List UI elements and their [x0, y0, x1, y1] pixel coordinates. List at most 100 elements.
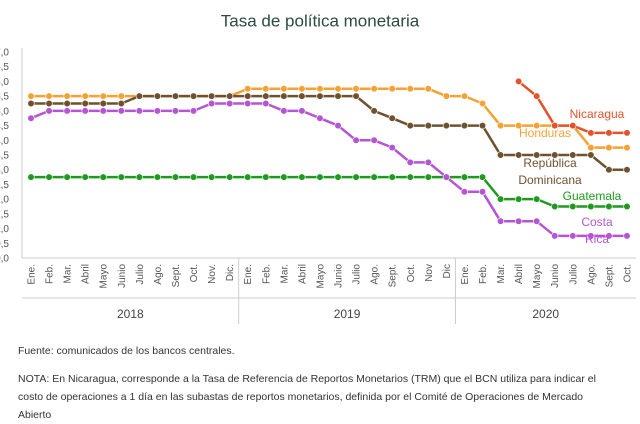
- series-line: [31, 94, 627, 171]
- chart-title: Tasa de política monetaria: [221, 11, 420, 30]
- point: [388, 173, 396, 181]
- series-label: Nicaragua: [570, 107, 625, 121]
- x-tick-label: Ene.: [460, 264, 471, 285]
- point: [226, 92, 234, 100]
- series-label: Honduras: [519, 126, 571, 140]
- point: [45, 99, 53, 108]
- point: [406, 121, 414, 130]
- point: [352, 92, 360, 100]
- note: NOTA: En Nicaragua, corresponde a la Tas…: [18, 373, 596, 421]
- point: [496, 217, 505, 225]
- y-tick-label: 5,5: [0, 92, 9, 103]
- x-tick-label: Julio: [568, 264, 579, 285]
- point: [442, 173, 450, 181]
- point: [99, 92, 107, 100]
- x-tick-label: Sept.: [171, 264, 182, 287]
- point: [587, 129, 595, 137]
- point: [551, 121, 559, 130]
- point: [316, 173, 324, 181]
- source: Fuente: comunicados de los bancos centra…: [18, 345, 235, 357]
- x-tick-label: Dic.: [225, 264, 236, 281]
- point: [244, 92, 252, 100]
- y-tick-label: 2,5: [0, 180, 9, 191]
- x-tick-label: Junio: [117, 264, 128, 288]
- point: [81, 92, 89, 100]
- point: [569, 232, 577, 240]
- y-tick-label: 3,5: [0, 151, 9, 162]
- point: [424, 158, 432, 166]
- x-tick-label: Oct.: [622, 264, 633, 282]
- point: [45, 92, 53, 100]
- point: [551, 202, 559, 211]
- point: [244, 85, 252, 93]
- x-tick-label: Mar.: [63, 264, 74, 283]
- point: [605, 202, 613, 211]
- y-tick-label: 3,0: [0, 165, 9, 176]
- x-tick-label: Ene.: [27, 264, 38, 285]
- point: [208, 92, 216, 100]
- point: [442, 92, 450, 100]
- series-line: [30, 102, 627, 238]
- point: [81, 107, 89, 115]
- point: [424, 121, 432, 130]
- point: [533, 195, 541, 203]
- point: [262, 85, 270, 93]
- point: [533, 92, 541, 100]
- point: [189, 92, 198, 100]
- point: [478, 173, 487, 181]
- x-tick-label: Abril: [514, 264, 525, 284]
- y-tick-label: 1,5: [0, 209, 9, 220]
- point: [370, 85, 378, 93]
- point: [99, 99, 107, 108]
- point: [478, 99, 487, 108]
- point: [515, 217, 523, 225]
- point: [334, 85, 342, 93]
- point: [406, 85, 414, 93]
- x-tick-label: Feb.: [478, 264, 489, 284]
- point: [460, 92, 469, 100]
- point: [316, 85, 324, 93]
- x-tick-label: Julio: [135, 264, 146, 285]
- x-tick-label: Oct.: [189, 264, 200, 282]
- point: [171, 173, 180, 181]
- point: [81, 173, 89, 181]
- point: [99, 173, 107, 181]
- point: [478, 121, 487, 130]
- point: [605, 166, 613, 174]
- point: [388, 144, 396, 152]
- point: [117, 173, 125, 181]
- point: [63, 107, 71, 115]
- point: [63, 173, 71, 181]
- x-tick-label: Junio: [550, 264, 561, 288]
- point: [280, 85, 288, 93]
- point: [226, 173, 234, 181]
- point: [533, 121, 541, 130]
- point: [569, 151, 577, 159]
- point: [63, 99, 71, 108]
- point: [334, 92, 342, 100]
- x-tick-label: Mar.: [496, 264, 507, 283]
- point: [63, 92, 71, 100]
- x-tick-label: Julio: [352, 264, 363, 285]
- point: [352, 136, 360, 144]
- point: [551, 232, 559, 240]
- point: [605, 232, 613, 240]
- x-tick-label: Junio: [334, 264, 345, 288]
- point: [208, 99, 216, 108]
- x-group-label: 2019: [334, 307, 361, 321]
- point: [45, 107, 53, 115]
- point: [569, 202, 577, 211]
- point: [478, 188, 487, 196]
- point: [587, 232, 595, 240]
- y-tick-label: 0,0: [0, 254, 9, 265]
- point: [334, 121, 342, 130]
- x-tick-label: Oct.: [406, 264, 417, 282]
- point: [280, 173, 288, 181]
- x-tick-label: Nov: [424, 264, 435, 282]
- x-tick-label: Sept.: [388, 264, 399, 287]
- point: [623, 129, 631, 137]
- point: [153, 92, 162, 100]
- x-tick-label: Abril: [297, 264, 308, 284]
- point: [515, 121, 523, 130]
- x-tick-label: Mayo: [315, 264, 326, 289]
